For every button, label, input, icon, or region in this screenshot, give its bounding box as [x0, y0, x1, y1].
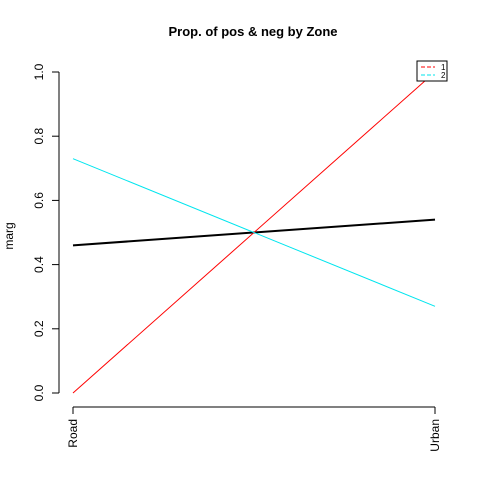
y-tick-label: 0.6: [32, 192, 46, 209]
x-tick-label: Urban: [428, 419, 442, 452]
legend-label: 1: [441, 63, 446, 72]
series-line-2: [72, 158, 436, 307]
chart-title: Prop. of pos & neg by Zone: [169, 24, 338, 39]
y-tick-label: 0.4: [32, 256, 46, 273]
y-axis-label: marg: [2, 222, 16, 249]
legend-box: [416, 60, 448, 82]
y-tick-label: 0.2: [32, 320, 46, 337]
y-tick-label: 1.0: [32, 63, 46, 80]
x-tick-label: Road: [66, 419, 80, 448]
legend: 12: [416, 60, 448, 82]
x-axis: Road Urban: [66, 406, 442, 452]
y-axis: 0.0 0.2 0.4 0.6 0.8 1.0: [32, 63, 60, 401]
y-tick-label: 0.0: [32, 384, 46, 401]
legend-label: 2: [441, 71, 446, 80]
y-tick-label: 0.8: [32, 128, 46, 145]
plot-lines: [72, 71, 436, 394]
